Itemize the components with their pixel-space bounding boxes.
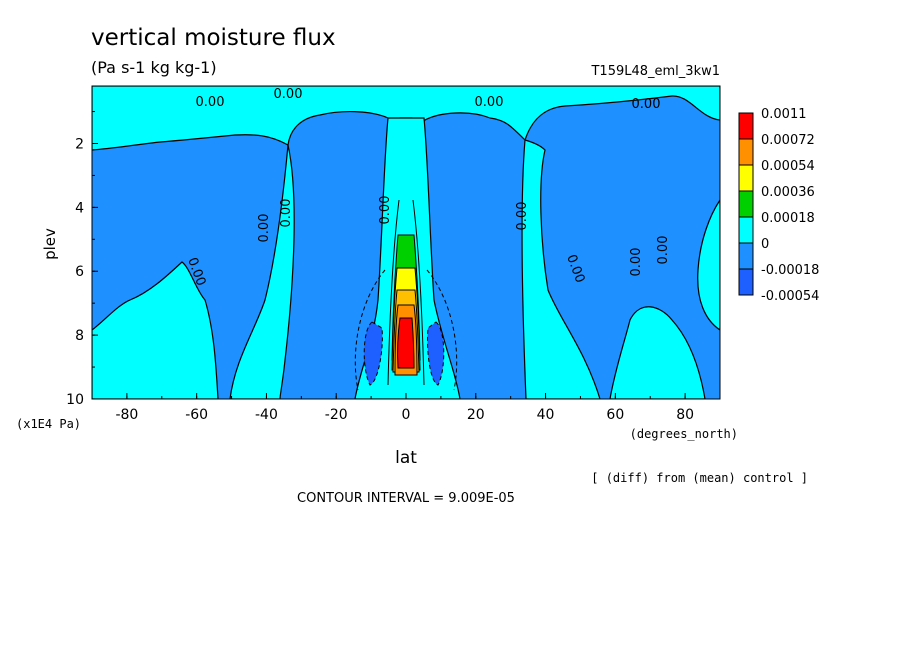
chart-subtitle: (Pa s-1 kg kg-1) bbox=[91, 58, 217, 77]
plot-area bbox=[92, 86, 720, 399]
legend-swatch bbox=[738, 138, 754, 166]
contour-interval: CONTOUR INTERVAL = 9.009E-05 bbox=[297, 491, 515, 506]
x-tick-label: -60 bbox=[185, 407, 208, 423]
x-tick-label: 60 bbox=[606, 407, 624, 423]
contour-label: 0.00 bbox=[629, 248, 644, 277]
y-axis-label: plev bbox=[41, 228, 59, 260]
center-outline-1 bbox=[387, 199, 400, 386]
x-axis-label: lat bbox=[395, 448, 417, 468]
cyan-region-left-column bbox=[229, 144, 295, 399]
x-tick-label: 80 bbox=[676, 407, 694, 423]
legend-swatch bbox=[738, 164, 754, 192]
cyan-region-right-mid bbox=[609, 306, 706, 399]
x-tick-label: 0 bbox=[402, 407, 411, 423]
y-tick-label: 4 bbox=[75, 200, 84, 216]
chart-title: vertical moisture flux bbox=[91, 25, 336, 51]
legend: 0.0011 0.00072 0.00054 0.00036 0.00018 0 -0.00… bbox=[738, 107, 819, 304]
legend-label: 0.0011 bbox=[761, 107, 807, 122]
contour-label: 0.00 bbox=[515, 202, 530, 231]
contour-label: 0.00 bbox=[632, 97, 661, 112]
legend-swatch bbox=[738, 268, 754, 296]
run-label: T159L48_eml_3kw1 bbox=[590, 64, 720, 79]
red-core bbox=[397, 317, 415, 369]
y-axis-units: (x1E4 Pa) bbox=[16, 417, 81, 431]
legend-swatch bbox=[738, 112, 754, 140]
contour-label: 0.00 bbox=[475, 95, 504, 110]
contour-label: 0.00 bbox=[378, 196, 393, 225]
y-tick-label: 10 bbox=[66, 392, 84, 408]
legend-swatch bbox=[738, 242, 754, 270]
cyan-region-right-edge bbox=[697, 198, 720, 331]
dashed-contour-left bbox=[354, 269, 386, 391]
contour-label: 0.00 bbox=[274, 87, 303, 102]
negative-lobe-left bbox=[363, 321, 383, 386]
legend-label: -0.00018 bbox=[761, 263, 819, 278]
center-outline-2 bbox=[412, 199, 425, 386]
x-tick-label: 20 bbox=[467, 407, 485, 423]
contour-label: 0.00 bbox=[279, 199, 294, 228]
y-axis: 2 4 6 8 10 bbox=[66, 111, 98, 408]
x-tick-label: -40 bbox=[255, 407, 278, 423]
diff-note: [ (diff) from (mean) control ] bbox=[591, 471, 808, 485]
contour-label: 0.00 bbox=[196, 95, 225, 110]
cyan-region-left-low bbox=[92, 261, 219, 399]
cyan-region-right-column bbox=[521, 139, 601, 399]
y-tick-label: 6 bbox=[75, 264, 84, 280]
x-tick-label: -20 bbox=[325, 407, 348, 423]
legend-label: 0.00054 bbox=[761, 159, 815, 174]
legend-label: -0.00054 bbox=[761, 289, 819, 304]
legend-label: 0.00018 bbox=[761, 211, 815, 226]
x-axis-units: (degrees_north) bbox=[630, 427, 738, 441]
contour-label: 0.00 bbox=[257, 214, 272, 243]
dashed-contour-right bbox=[426, 269, 458, 391]
y-tick-label: 8 bbox=[75, 328, 84, 344]
legend-label: 0.00072 bbox=[761, 133, 815, 148]
legend-swatch bbox=[738, 216, 754, 244]
legend-label: 0.00036 bbox=[761, 185, 815, 200]
x-tick-label: 40 bbox=[537, 407, 555, 423]
legend-swatch bbox=[738, 190, 754, 218]
contour-label: 0.00 bbox=[656, 236, 671, 265]
x-tick-label: -80 bbox=[115, 407, 138, 423]
x-axis: -80 -60 -40 -20 0 20 40 60 80 bbox=[91, 393, 721, 423]
negative-lobe-right bbox=[427, 321, 445, 386]
legend-label: 0 bbox=[761, 237, 769, 252]
y-tick-label: 2 bbox=[75, 136, 84, 152]
